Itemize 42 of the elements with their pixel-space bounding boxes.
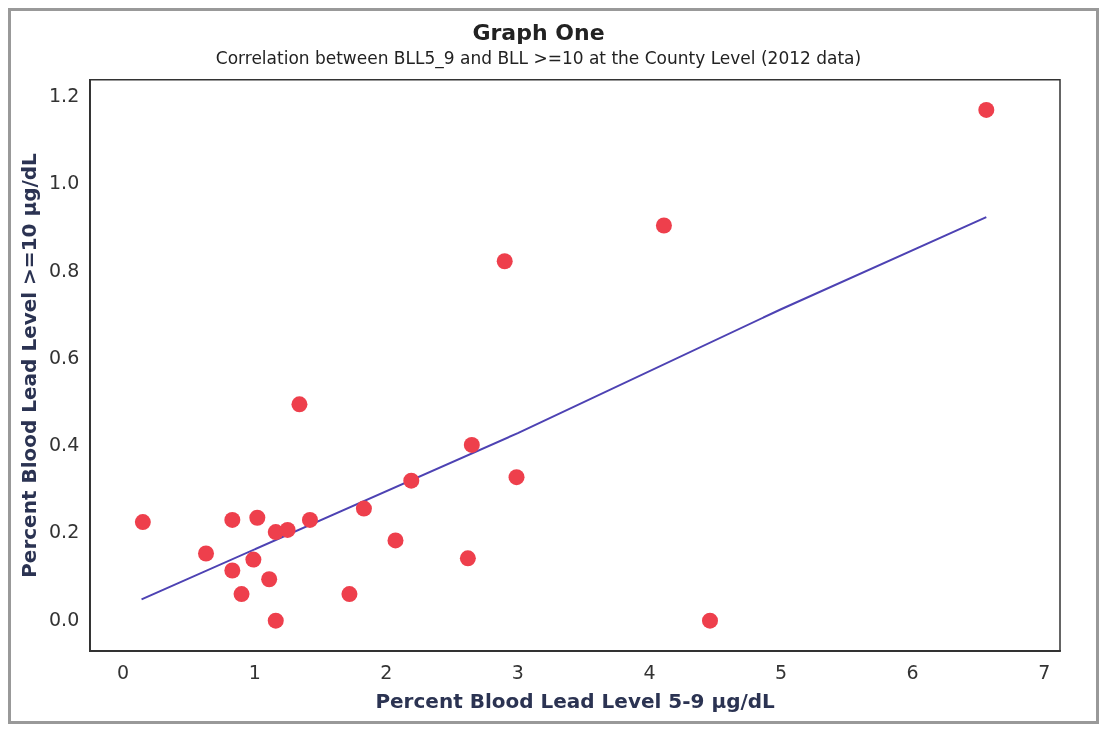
x-tick-label: 1	[248, 660, 261, 683]
point	[341, 586, 358, 603]
point	[224, 511, 241, 528]
y-tick-label: 0.0	[49, 607, 80, 630]
point	[387, 532, 404, 549]
point	[134, 514, 151, 531]
point	[655, 217, 672, 234]
y-tick-label: 1.0	[49, 171, 80, 194]
point	[279, 521, 296, 538]
x-tick-label: 0	[117, 660, 130, 683]
point	[496, 253, 513, 270]
y-tick-label: 0.4	[49, 433, 80, 456]
point	[355, 500, 372, 517]
point	[267, 612, 284, 629]
point	[701, 612, 718, 629]
point	[463, 436, 480, 453]
y-tick-label: 0.2	[49, 520, 80, 543]
point	[978, 101, 995, 118]
point	[459, 550, 476, 567]
point	[249, 509, 266, 526]
x-tick-label: 7	[1038, 660, 1051, 683]
y-axis-title: Percent Blood Lead Level >=10 µg/dL	[17, 152, 42, 578]
x-tick-label: 5	[774, 660, 788, 683]
x-tick-label: 2	[380, 660, 393, 683]
x-axis-title: Percent Blood Lead Level 5-9 µg/dL	[375, 689, 776, 714]
chart-subtitle: Correlation between BLL5_9 and BLL >=10 at the County Level (2012 data)	[215, 48, 862, 70]
chart-title: Graph One	[472, 19, 605, 45]
point	[198, 545, 215, 562]
point	[291, 396, 308, 413]
point	[508, 469, 525, 486]
point	[301, 511, 318, 528]
point	[403, 472, 420, 489]
x-tick-label: 6	[906, 660, 919, 683]
point	[224, 562, 241, 579]
x-tick-label: 3	[511, 660, 524, 683]
y-tick-label: 0.8	[49, 258, 80, 281]
x-tick-label: 4	[643, 660, 656, 683]
point	[233, 586, 250, 603]
y-tick-label: 0.6	[49, 345, 80, 368]
y-tick-label: 1.2	[49, 84, 80, 107]
point	[245, 551, 262, 568]
point	[261, 571, 278, 588]
